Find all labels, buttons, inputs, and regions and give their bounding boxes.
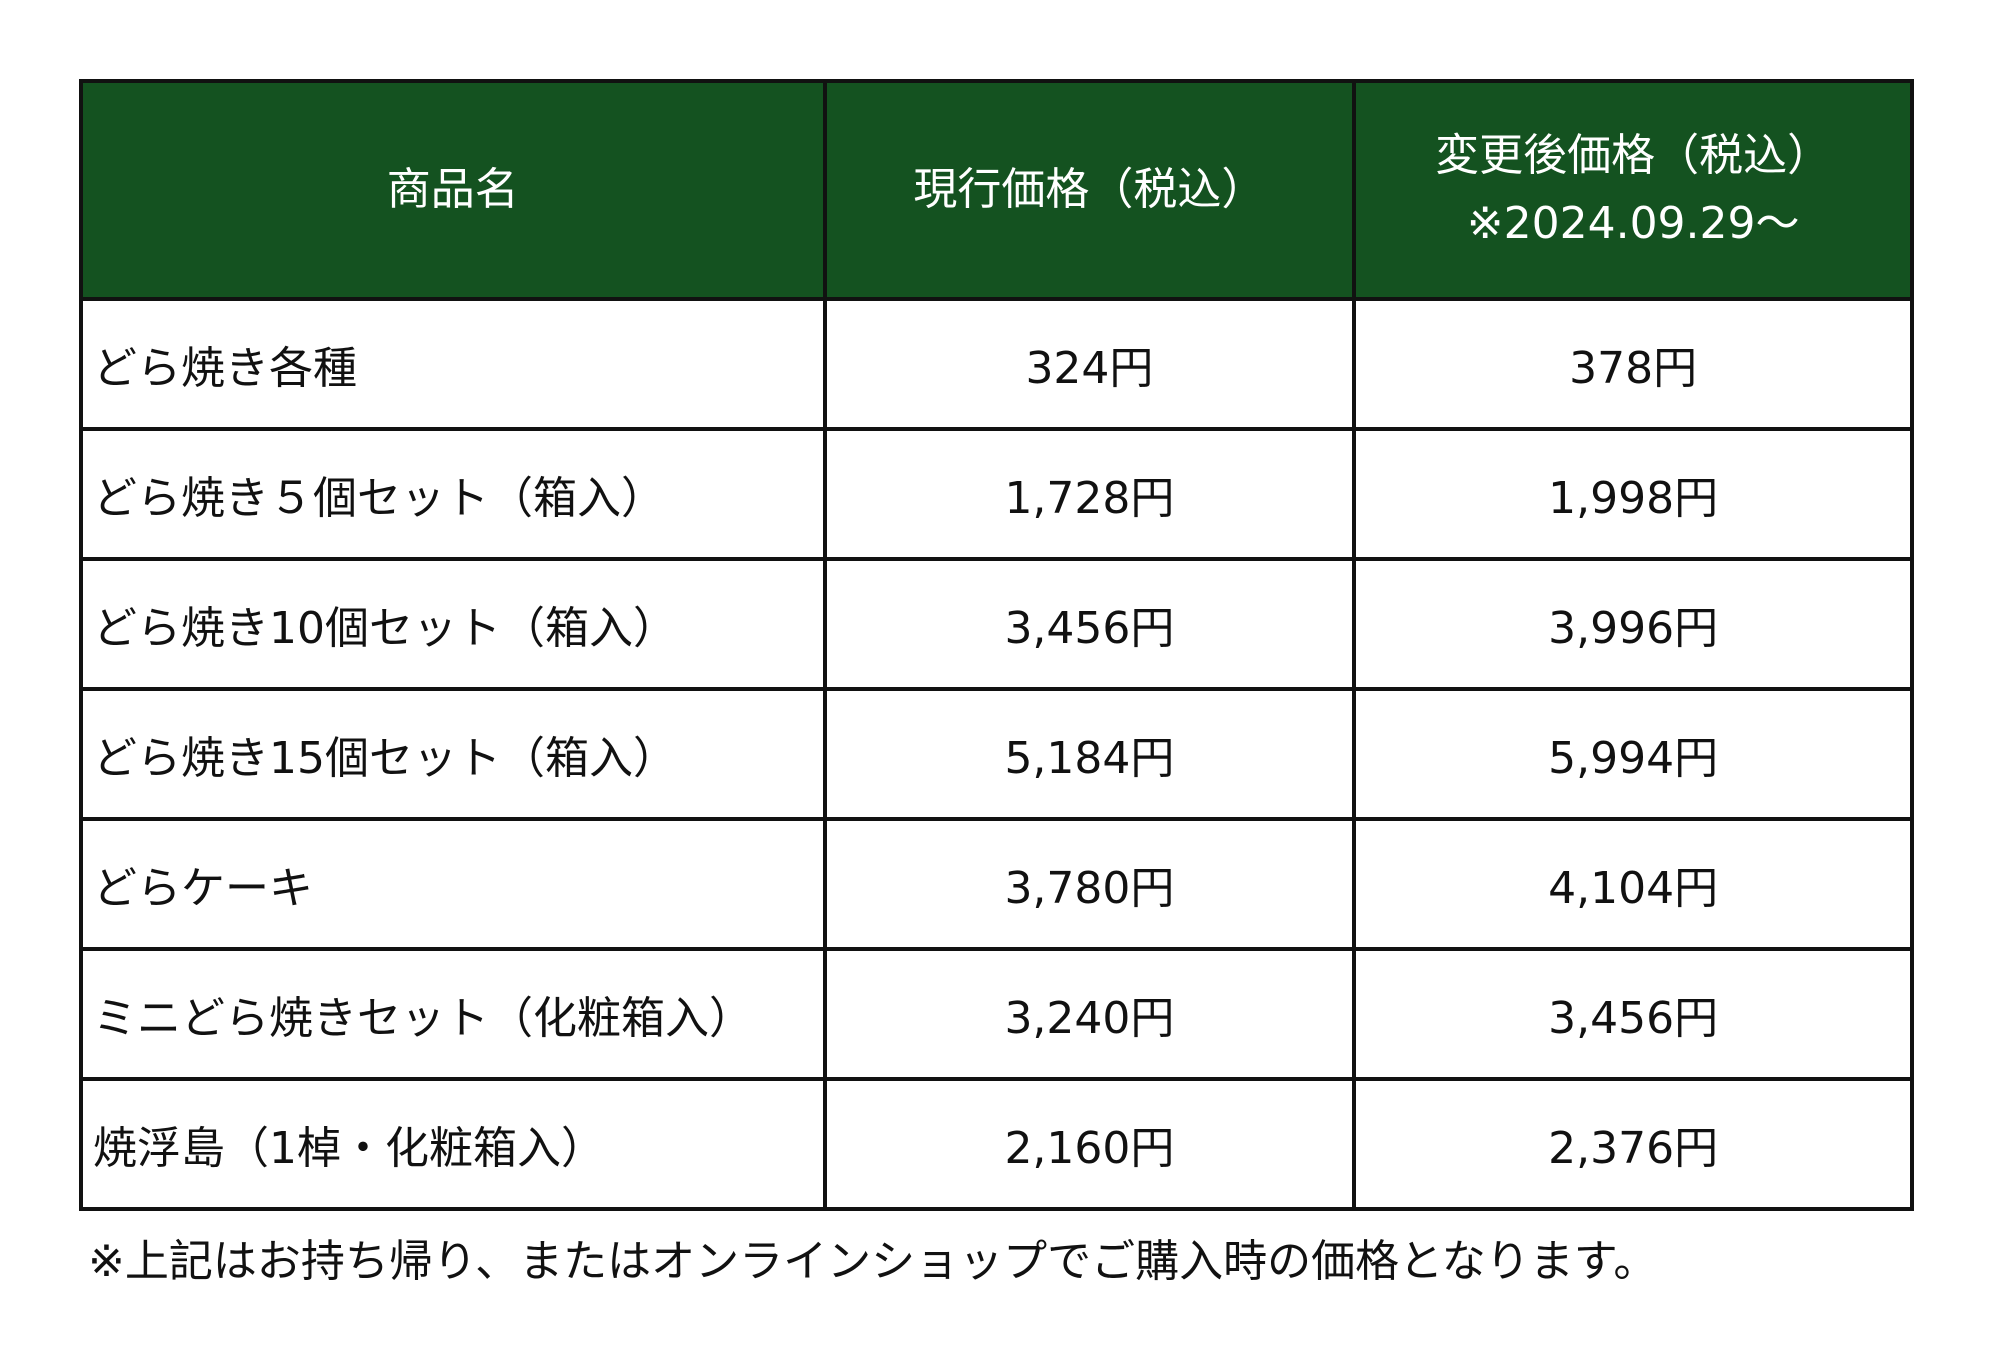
product-name-cell: どらケーキ [79,817,827,951]
current-price-cell: 5,184円 [822,687,1357,821]
table-row: どら焼き15個セット（箱入） 5,184円 5,994円 [79,687,1914,821]
new-price-cell: 3,996円 [1352,557,1914,691]
table-row: どらケーキ 3,780円 4,104円 [79,817,1914,951]
new-price-cell: 378円 [1352,297,1914,431]
new-price-cell: 5,994円 [1352,687,1914,821]
new-price-cell: 1,998円 [1352,427,1914,561]
product-name-cell: 焼浮島（1棹・化粧箱入） [79,1077,827,1211]
current-price-cell: 324円 [822,297,1357,431]
price-table: 商品名 現行価格（税込） 変更後価格（税込） ※2024.09.29〜 どら焼き… [79,79,1914,1211]
header-row: 商品名 現行価格（税込） 変更後価格（税込） ※2024.09.29〜 [79,79,1914,301]
product-name-cell: どら焼き各種 [79,297,827,431]
current-price-cell: 3,456円 [822,557,1357,691]
new-price-cell: 3,456円 [1352,947,1914,1081]
new-price-cell: 2,376円 [1352,1077,1914,1211]
current-price-cell: 3,780円 [822,817,1357,951]
header-new-price: 変更後価格（税込） ※2024.09.29〜 [1352,79,1914,301]
header-product: 商品名 [79,79,827,301]
product-name-cell: どら焼き５個セット（箱入） [79,427,827,561]
product-name-cell: どら焼き15個セット（箱入） [79,687,827,821]
current-price-cell: 1,728円 [822,427,1357,561]
header-current-price: 現行価格（税込） [822,79,1357,301]
table-row: どら焼き10個セット（箱入） 3,456円 3,996円 [79,557,1914,691]
current-price-cell: 2,160円 [822,1077,1357,1211]
new-price-cell: 4,104円 [1352,817,1914,951]
footnote: ※上記はお持ち帰り、またはオンラインショップでご購入時の価格となります。 [88,1236,1658,1287]
header-new-price-date: ※2024.09.29〜 [1466,198,1800,249]
table-row: ミニどら焼きセット（化粧箱入） 3,240円 3,456円 [79,947,1914,1081]
current-price-cell: 3,240円 [822,947,1357,1081]
table-row: 焼浮島（1棹・化粧箱入） 2,160円 2,376円 [79,1077,1914,1211]
product-name-cell: ミニどら焼きセット（化粧箱入） [79,947,827,1081]
table-row: どら焼き各種 324円 378円 [79,297,1914,431]
product-name-cell: どら焼き10個セット（箱入） [79,557,827,691]
table-row: どら焼き５個セット（箱入） 1,728円 1,998円 [79,427,1914,561]
header-new-price-label: 変更後価格（税込） [1435,129,1832,181]
